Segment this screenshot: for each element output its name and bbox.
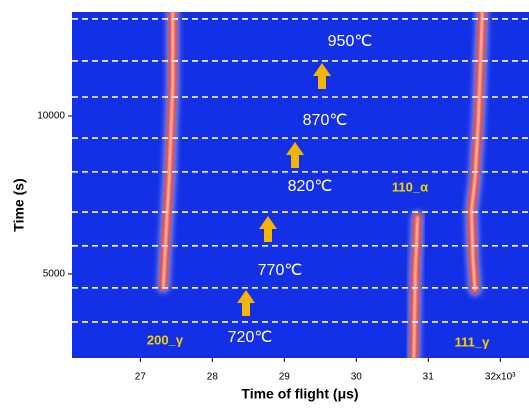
- y-axis-label: Time (s): [11, 178, 27, 231]
- peak-label: 200_γ: [147, 332, 184, 347]
- y-tick-label: 5000: [43, 269, 66, 280]
- peak-label: 111_γ: [455, 334, 490, 349]
- x-tick-label: 32x10³: [485, 372, 516, 383]
- arrow: [313, 63, 331, 89]
- x-tick-label: 29: [279, 372, 291, 383]
- temperature-label: 950℃: [328, 33, 373, 50]
- x-tick-label: 28: [207, 372, 219, 383]
- x-tick-label: 27: [135, 372, 147, 383]
- peak-core: [412, 215, 419, 358]
- plot-background: [72, 12, 529, 358]
- peak-label: 110_α: [392, 179, 428, 194]
- plot-area: 950℃ 870℃ 820℃ 770℃ 720℃ 200_γ 110_α 111_γ: [72, 12, 529, 358]
- arrow: [286, 142, 304, 168]
- y-tick-label: 10000: [37, 111, 65, 122]
- temperature-label: 720℃: [228, 329, 273, 346]
- x-tick-label: 30: [351, 372, 363, 383]
- arrow: [259, 216, 277, 242]
- temperature-label: 770℃: [258, 262, 303, 279]
- peak-core: [469, 12, 484, 292]
- x-axis-label: Time of flight (μs): [241, 386, 358, 402]
- temperature-label: 820℃: [288, 178, 333, 195]
- x-tick-label: 31: [423, 372, 435, 383]
- arrow: [237, 290, 255, 316]
- temperature-label: 870℃: [303, 112, 348, 129]
